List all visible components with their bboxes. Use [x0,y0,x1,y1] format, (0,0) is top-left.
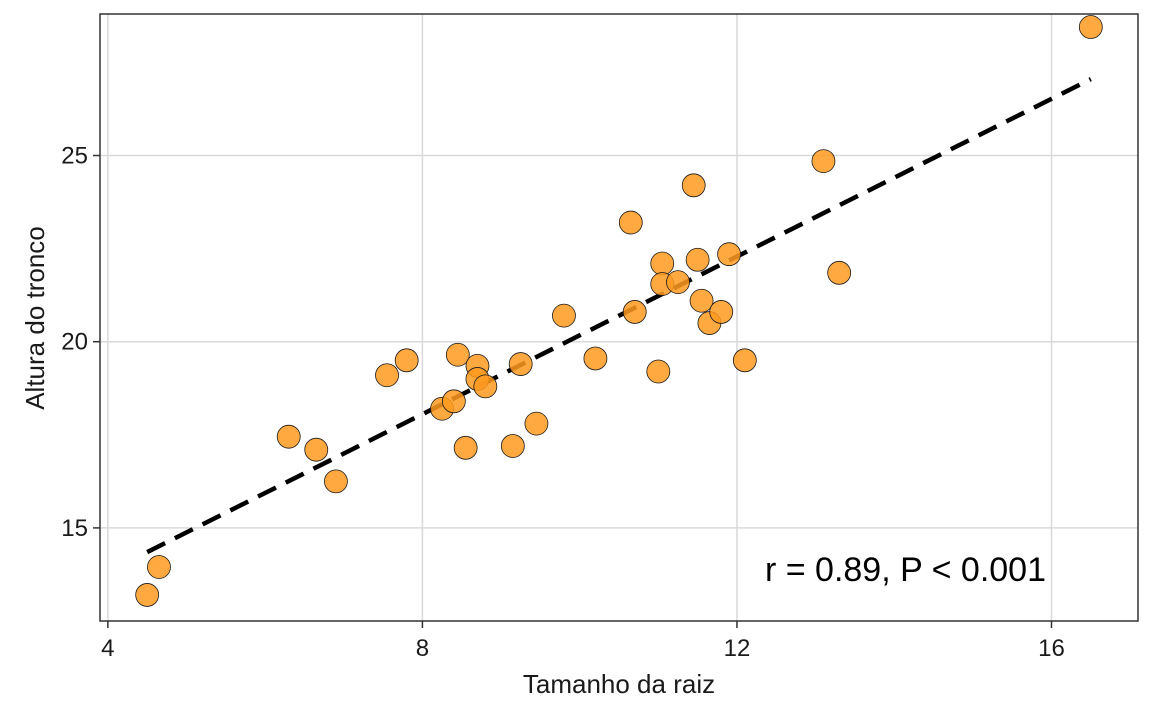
x-tick-label: 4 [101,635,114,662]
panel-border [99,13,1139,622]
data-point [445,342,470,367]
correlation-annotation: r = 0.89, P < 0.001 [765,551,1046,589]
data-points [135,15,1103,607]
grid-vertical [107,14,1053,621]
data-point [394,348,419,373]
y-axis-title: Altura do tronco [20,226,50,410]
data-point [666,270,690,295]
data-point [453,435,478,460]
data-point [147,555,171,579]
data-point [650,251,675,276]
x-axis-title: Tamanho da raiz [523,669,715,699]
x-tick-label: 8 [416,635,429,662]
data-point [1078,15,1103,39]
data-point [709,300,734,324]
data-point [732,348,757,373]
data-point [375,363,399,388]
y-tick-label: 25 [61,143,88,170]
y-tick-label: 20 [61,329,88,356]
data-point [552,303,576,328]
data-point [811,149,836,173]
data-point [622,300,647,324]
data-point [717,242,741,267]
data-point [646,359,671,384]
data-point [508,352,533,376]
data-point [324,469,348,494]
data-point [583,346,608,371]
data-point [473,374,498,399]
data-point [524,411,549,436]
data-point [689,288,714,313]
data-point [685,247,710,272]
y-tick-label: 15 [61,515,88,542]
x-axis-ticks: 4 8 12 16 [101,621,1065,662]
data-point [135,583,160,607]
y-axis-ticks: 15 20 25 [61,143,100,542]
data-point [500,434,525,458]
x-tick-label: 16 [1038,635,1065,662]
x-tick-label: 12 [724,635,751,662]
data-point [681,173,706,198]
grid-horizontal [100,154,1138,529]
data-point [441,389,466,414]
data-point [304,437,329,462]
data-point [618,210,643,235]
data-point [827,260,852,285]
data-point [276,424,301,449]
panel-background [100,14,1138,621]
trend-line [146,77,1092,555]
